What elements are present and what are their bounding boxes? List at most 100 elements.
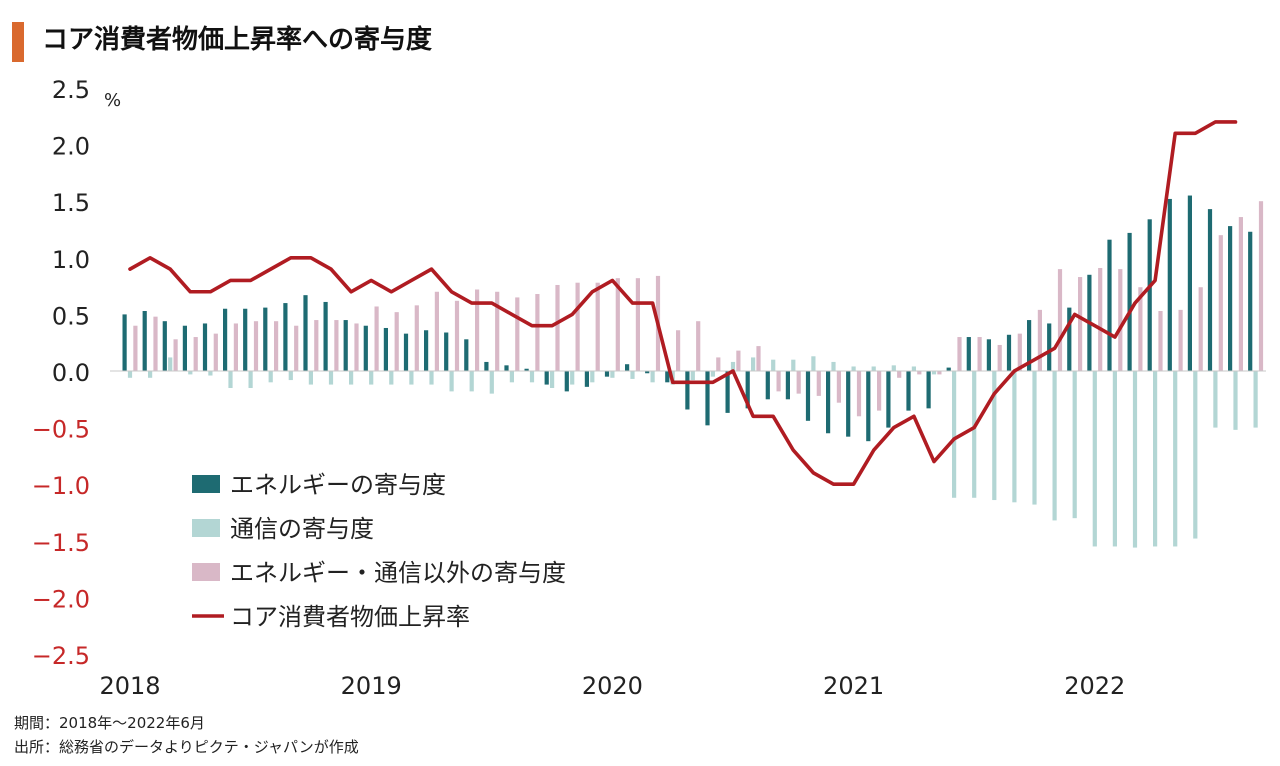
x-tick-label: 2022 xyxy=(1064,672,1125,700)
energy-bar xyxy=(544,371,549,385)
energy-bar xyxy=(1207,209,1213,371)
other-bar xyxy=(595,282,600,371)
bars-layer xyxy=(122,195,1264,548)
x-tick-label: 2018 xyxy=(99,672,160,700)
energy-bar xyxy=(122,314,127,371)
telecom-bar xyxy=(570,371,575,385)
telecom-bar xyxy=(529,371,535,383)
telecom-bar xyxy=(389,371,394,385)
legend-label: エネルギーの寄与度 xyxy=(230,471,446,499)
other-bar xyxy=(274,321,279,371)
other-bar xyxy=(957,337,962,371)
energy-bar xyxy=(625,364,630,371)
energy-bar xyxy=(444,332,449,371)
energy-bar xyxy=(866,371,871,442)
telecom-bar xyxy=(911,366,916,371)
other-bar xyxy=(1098,267,1103,371)
other-bar xyxy=(1238,217,1243,371)
other-bar xyxy=(515,297,520,371)
telecom-bar xyxy=(690,371,695,381)
telecom-bar xyxy=(972,371,977,498)
other-bar xyxy=(193,337,198,371)
other-bar xyxy=(635,278,640,371)
telecom-bar xyxy=(891,365,896,371)
energy-bar xyxy=(645,371,650,374)
chart-title: コア消費者物価上昇率への寄与度 xyxy=(42,25,433,55)
other-bar xyxy=(736,350,741,371)
energy-bar xyxy=(765,371,770,400)
energy-bar xyxy=(725,371,730,413)
other-bar xyxy=(575,282,580,371)
energy-bar xyxy=(263,307,268,371)
energy-bar xyxy=(1107,239,1112,371)
title-accent-bar xyxy=(12,22,24,62)
energy-bar xyxy=(283,303,288,371)
telecom-bar xyxy=(1153,371,1158,547)
legend-telecom-swatch xyxy=(192,519,220,537)
telecom-bar xyxy=(1032,371,1037,505)
other-bar xyxy=(1118,269,1123,371)
other-bar xyxy=(917,371,922,375)
other-bar xyxy=(334,320,339,371)
telecom-bar xyxy=(248,371,253,388)
energy-bar xyxy=(785,371,790,400)
energy-bar xyxy=(1187,195,1192,371)
telecom-bar xyxy=(148,371,153,378)
telecom-bar xyxy=(992,371,997,501)
telecom-bar xyxy=(730,361,736,371)
telecom-bar xyxy=(851,366,856,371)
other-bar xyxy=(233,323,238,371)
telecom-bar xyxy=(952,371,957,498)
energy-bar xyxy=(966,337,971,371)
energy-bar xyxy=(1027,320,1032,371)
energy-bar xyxy=(363,325,368,371)
other-bar xyxy=(997,344,1002,371)
other-bar xyxy=(153,316,158,371)
y-tick-label: −1.5 xyxy=(32,529,90,557)
energy-bar xyxy=(846,371,851,437)
energy-bar xyxy=(1147,219,1152,371)
energy-bar xyxy=(1047,323,1052,371)
y-tick-label: −1.0 xyxy=(32,472,90,500)
telecom-bar xyxy=(1173,371,1178,547)
energy-bar xyxy=(906,371,911,411)
y-tick-label: 0.0 xyxy=(52,359,90,387)
legend-other-swatch xyxy=(192,563,220,581)
other-bar xyxy=(1158,311,1163,371)
energy-bar xyxy=(142,311,147,371)
x-tick-label: 2019 xyxy=(341,672,402,700)
energy-bar xyxy=(1127,232,1132,371)
other-bar xyxy=(555,284,560,371)
energy-bar xyxy=(182,325,187,371)
telecom-bar xyxy=(188,371,193,375)
other-bar xyxy=(1037,309,1042,371)
y-unit-label: % xyxy=(104,90,121,111)
telecom-bar xyxy=(811,356,816,371)
telecom-bar xyxy=(630,371,635,379)
telecom-bar xyxy=(1233,371,1238,430)
other-bar xyxy=(937,371,942,375)
legend-energy-swatch xyxy=(192,475,220,493)
telecom-bar xyxy=(168,357,173,371)
other-bar xyxy=(1178,309,1183,371)
telecom-bar xyxy=(449,371,454,392)
telecom-bar xyxy=(268,371,273,383)
energy-bar xyxy=(524,368,529,371)
y-tick-label: 1.0 xyxy=(52,246,90,274)
energy-bar xyxy=(504,365,509,371)
other-bar xyxy=(495,291,500,371)
y-tick-label: −2.5 xyxy=(32,642,90,670)
energy-bar xyxy=(1006,334,1012,371)
energy-bar xyxy=(564,371,569,392)
telecom-bar xyxy=(650,371,655,383)
energy-bar xyxy=(1228,226,1233,371)
legend-label: 通信の寄与度 xyxy=(230,515,374,543)
telecom-bar xyxy=(1112,371,1117,547)
other-bar xyxy=(1057,269,1063,371)
core-cpi-line xyxy=(128,120,1238,487)
telecom-bar xyxy=(208,371,213,376)
x-tick-label: 2020 xyxy=(582,672,643,700)
telecom-bar xyxy=(429,371,434,385)
energy-bar xyxy=(202,323,208,371)
